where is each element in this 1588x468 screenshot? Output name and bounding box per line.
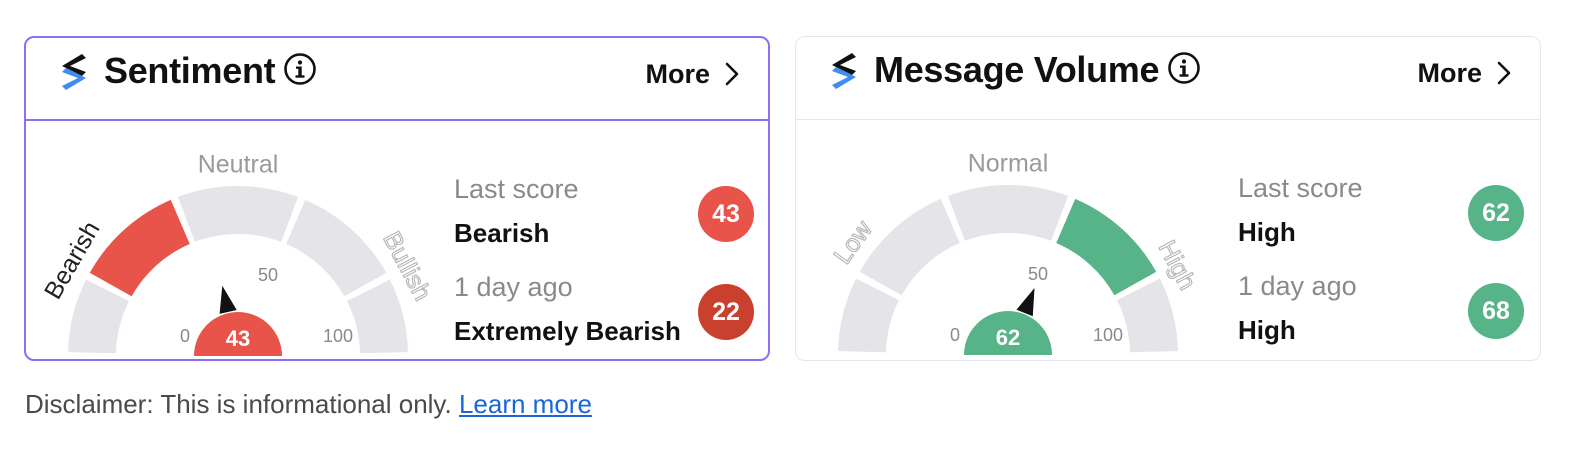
card-title: Message Volume — [874, 49, 1201, 91]
more-button[interactable]: More — [645, 56, 740, 92]
sentiment-card-header: Sentiment More — [26, 38, 768, 121]
learn-more-link[interactable]: Learn more — [458, 389, 592, 419]
chevron-right-icon — [1497, 61, 1511, 85]
gauge-segment — [177, 186, 299, 242]
info-icon[interactable] — [283, 52, 317, 86]
card-title-text: Sentiment — [104, 50, 276, 91]
last-score-label: Bearish — [454, 218, 550, 248]
gauge-tick-label: 100 — [323, 326, 353, 346]
last-score-label: High — [1238, 217, 1296, 247]
gauge-value-label: 43 — [226, 326, 250, 351]
gauge-tick-label: 50 — [258, 265, 278, 285]
more-label: More — [1417, 57, 1482, 88]
gauge-needle-icon — [219, 285, 237, 314]
gauge-hub — [964, 311, 1052, 355]
message-volume-card: Message Volume More Low Normal High 0 50 100 6… — [795, 36, 1541, 361]
prev-score-row: 1 day ago High 68 — [1238, 271, 1538, 360]
last-score-caption: Last score — [1238, 173, 1363, 203]
prev-score-caption: 1 day ago — [1238, 271, 1357, 301]
volume-metrics: Last score High 62 1 day ago High 68 — [1238, 173, 1538, 360]
gauge-segment — [859, 198, 960, 296]
gauge-tick-label: 0 — [180, 326, 190, 346]
gauge-zone-label: Neutral — [198, 151, 279, 179]
card-title: Sentiment — [104, 50, 317, 92]
prev-score-caption: 1 day ago — [454, 272, 573, 302]
gauge-hub — [194, 312, 282, 356]
gauge-needle-icon — [1016, 288, 1035, 317]
gauge-segment — [947, 185, 1069, 241]
gauge-segment — [1116, 278, 1178, 353]
gauge-zone-label: Normal — [968, 150, 1049, 178]
prev-score-label: High — [1238, 315, 1296, 345]
logo-icon — [62, 54, 86, 90]
more-label: More — [645, 58, 710, 89]
gauge-tick-label: 0 — [950, 325, 960, 345]
last-score-row: Last score High 62 — [1238, 173, 1538, 275]
prev-score-label: Extremely Bearish — [454, 316, 681, 346]
disclaimer-text: Disclaimer: This is informational only. — [25, 389, 459, 419]
chevron-right-icon — [725, 62, 739, 86]
gauge-tick-label: 50 — [1028, 264, 1048, 284]
gauge-segment — [68, 279, 130, 354]
last-score-badge: 43 — [698, 186, 754, 242]
gauge-tick-label: 100 — [1093, 325, 1123, 345]
gauge-segment-active — [89, 199, 190, 297]
gauge-segment — [346, 279, 408, 354]
prev-score-badge: 22 — [698, 284, 754, 340]
sentiment-metrics: Last score Bearish 43 1 day ago Extremel… — [454, 174, 754, 359]
gauge-segment — [286, 199, 387, 297]
sentiment-card: Sentiment More Bearish Neutral Bullish 0 50 1… — [24, 36, 770, 361]
info-icon[interactable] — [1167, 51, 1201, 85]
message-volume-card-header: Message Volume More — [796, 37, 1540, 120]
logo-icon — [832, 53, 856, 89]
gauge-value-label: 62 — [996, 325, 1020, 350]
disclaimer: Disclaimer: This is informational only. … — [25, 389, 592, 420]
gauge-segment-active — [1056, 198, 1157, 296]
prev-score-badge: 68 — [1468, 283, 1524, 339]
last-score-row: Last score Bearish 43 — [454, 174, 754, 276]
gauge-segment — [838, 278, 900, 353]
more-button[interactable]: More — [1417, 55, 1512, 91]
prev-score-row: 1 day ago Extremely Bearish 22 — [454, 272, 754, 359]
last-score-badge: 62 — [1468, 185, 1524, 241]
card-title-text: Message Volume — [874, 49, 1160, 90]
last-score-caption: Last score — [454, 174, 579, 204]
